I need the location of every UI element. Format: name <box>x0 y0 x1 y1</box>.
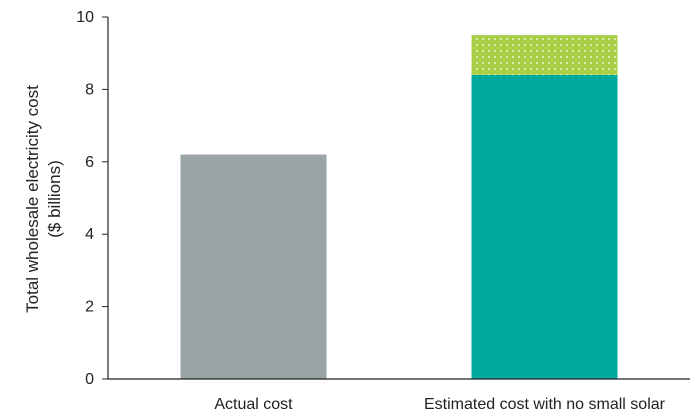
category-labels: Actual cost Estimated cost with no small … <box>214 396 665 413</box>
bars <box>180 35 618 380</box>
bar-segment <box>471 74 618 380</box>
y-tick-label: 4 <box>85 226 94 243</box>
category-label: Estimated cost with no small solar <box>424 396 666 413</box>
category-label: Actual cost <box>214 396 293 413</box>
bar-segment <box>180 154 327 379</box>
y-ticks: 0 2 4 6 8 10 <box>76 9 108 388</box>
y-axis-title: Total wholesale electricity cost ($ bill… <box>23 85 64 313</box>
y-axis-title-line1: Total wholesale electricity cost <box>23 85 42 313</box>
y-tick-label: 6 <box>85 154 94 171</box>
y-tick-label: 0 <box>85 371 94 388</box>
y-axis-title-line2: ($ billions) <box>45 160 64 237</box>
y-tick-label: 2 <box>85 299 94 316</box>
axes <box>107 17 690 380</box>
y-tick-label: 10 <box>76 9 94 26</box>
y-tick-label: 8 <box>85 81 94 98</box>
bar-segment <box>471 35 618 75</box>
